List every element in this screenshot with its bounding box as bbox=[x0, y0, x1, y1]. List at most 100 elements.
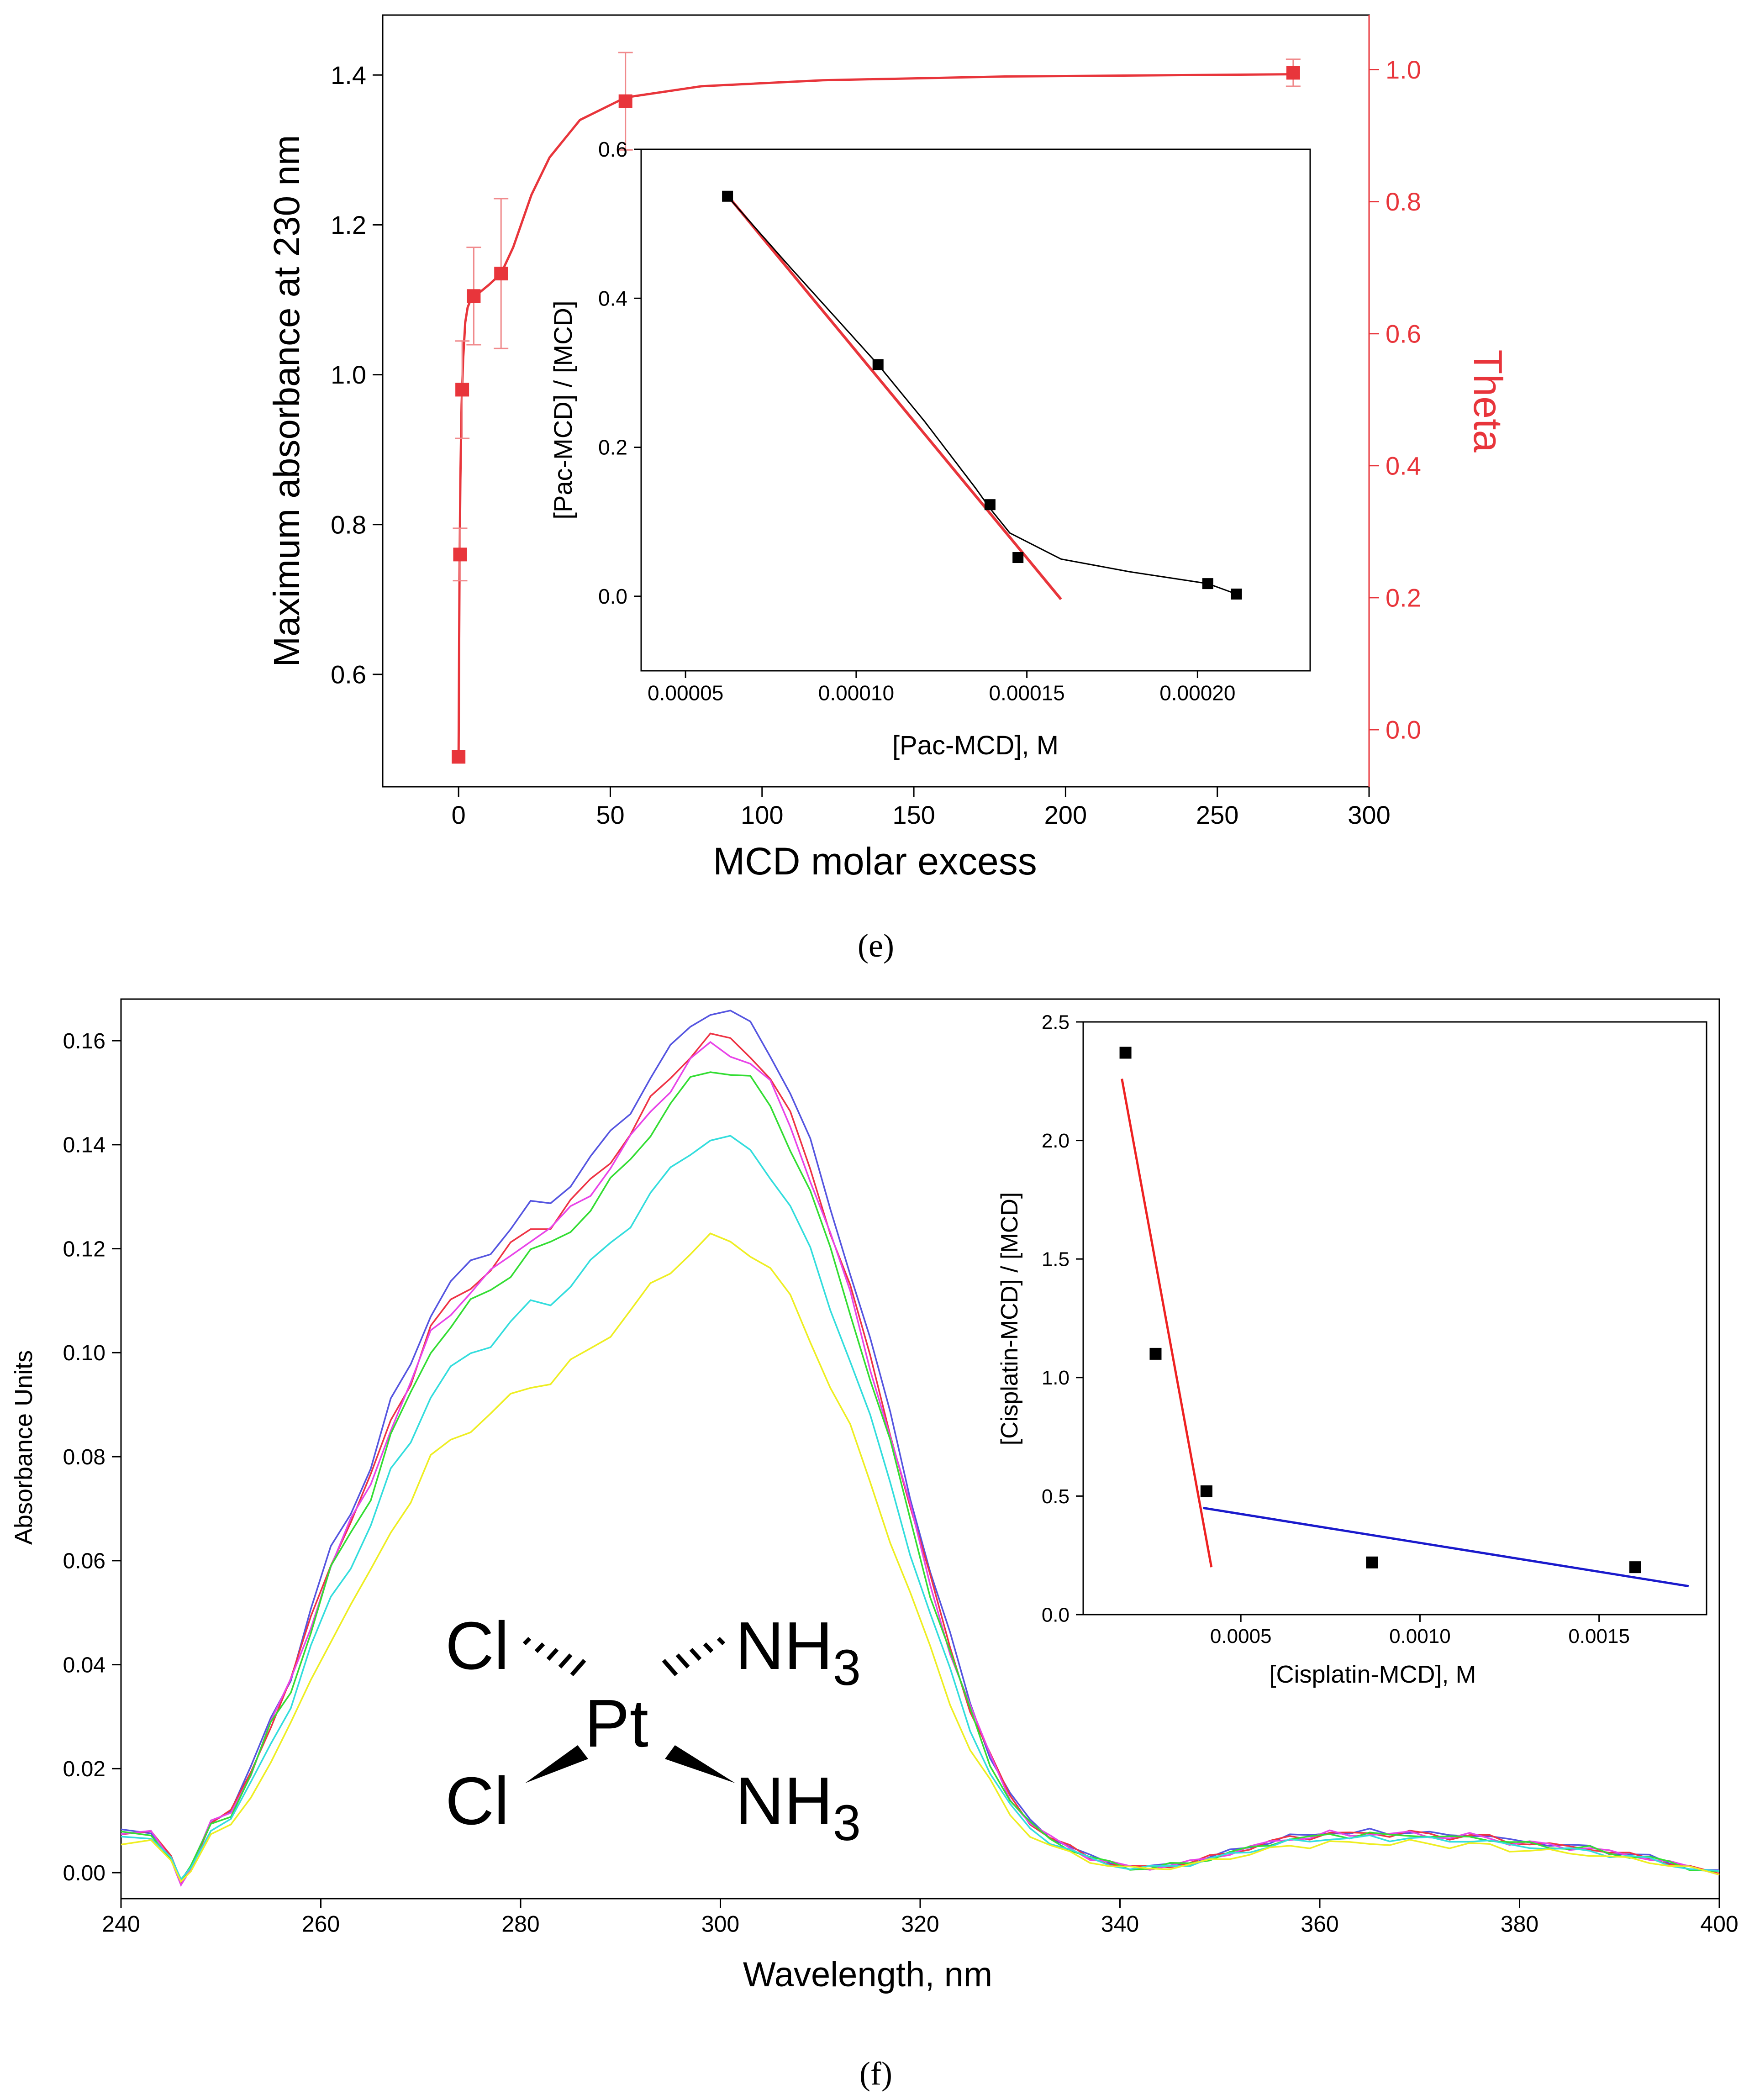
f-ytick-label: 0.04 bbox=[63, 1653, 105, 1677]
e-data-point bbox=[455, 383, 469, 397]
e-ytick-label: 1.2 bbox=[331, 211, 366, 239]
e-right-ytick-label: 0.8 bbox=[1386, 187, 1421, 216]
fi-data-point bbox=[1119, 1047, 1132, 1059]
panel-f-inset-ylabel: [Cisplatin-MCD] / [MCD] bbox=[996, 1192, 1023, 1446]
hashed-bond-right bbox=[662, 1637, 726, 1676]
panel-f-inset-xlabel: [Cisplatin-MCD], M bbox=[1269, 1661, 1476, 1688]
fi-xtick-label: 0.0005 bbox=[1210, 1625, 1272, 1647]
atom-cl-top: Cl bbox=[445, 1608, 509, 1684]
f-ytick-label: 0.06 bbox=[63, 1549, 105, 1574]
atom-cl-bottom: Cl bbox=[445, 1763, 509, 1839]
panel-e-chart: 0 50 100 150 200 250 3000.60.81.01.21.40.00.20… bbox=[266, 14, 1511, 964]
e-ytick-label: 0.6 bbox=[331, 660, 366, 689]
e-xtick-label: 150 bbox=[892, 800, 935, 829]
fi-blue-fit-line bbox=[1203, 1506, 1689, 1588]
panel-e-label: (e) bbox=[858, 927, 894, 964]
atom-nh3-bottom-sub: 3 bbox=[833, 1795, 861, 1851]
ei-smooth-curve bbox=[727, 195, 1237, 595]
fi-ytick-label: 0.0 bbox=[1042, 1604, 1070, 1626]
fi-ytick-label: 0.5 bbox=[1042, 1485, 1070, 1508]
f-spectrum-line-s3 bbox=[121, 1041, 1720, 1887]
panel-e-inset-ticks: 0.00005 0.00010 0.00015 0.00020 0.0 0.2 0.4 0.6 bbox=[598, 137, 1235, 705]
f-spectrum-line-s5 bbox=[121, 1135, 1720, 1881]
ei-xtick-label: 0.00005 bbox=[648, 681, 723, 705]
panel-e-ylabel: Maximum absorbance at 230 nm bbox=[266, 135, 307, 667]
f-spectrum-line-s6 bbox=[121, 1232, 1720, 1883]
e-xtick-label: 100 bbox=[741, 800, 783, 829]
f-xtick-label: 300 bbox=[701, 1911, 739, 1937]
f-spectrum-line-s4 bbox=[121, 1071, 1720, 1884]
ei-data-point bbox=[1012, 552, 1024, 563]
e-data-point bbox=[453, 547, 467, 562]
f-ytick-label: 0.16 bbox=[63, 1029, 105, 1053]
f-ytick-label: 0.14 bbox=[63, 1133, 105, 1158]
panel-e-y2label: Theta bbox=[1465, 349, 1511, 452]
atom-nh3-top: NH3 bbox=[735, 1608, 861, 1696]
panel-f-inset-lines bbox=[1121, 1079, 1689, 1588]
e-xtick-label: 50 bbox=[596, 800, 624, 829]
panel-e-xlabel: MCD molar excess bbox=[713, 840, 1037, 883]
fi-ytick-label: 1.0 bbox=[1042, 1367, 1070, 1389]
panel-e-ticks: 0 50 100 150 200 250 3000.60.81.01.21.40.00.20… bbox=[331, 15, 1421, 829]
e-data-point bbox=[467, 289, 481, 303]
f-ytick-label: 0.00 bbox=[63, 1861, 105, 1885]
ei-ytick-label: 0.4 bbox=[598, 286, 627, 310]
panel-f-spectra bbox=[121, 1010, 1720, 1887]
f-spectrum-line-s1 bbox=[121, 1010, 1720, 1883]
f-xtick-label: 320 bbox=[901, 1911, 939, 1937]
atom-nh3-top-main: NH bbox=[735, 1608, 833, 1684]
f-xtick-label: 400 bbox=[1700, 1911, 1738, 1937]
e-data-point bbox=[1286, 66, 1300, 80]
panel-e-inset-chart: 0.00005 0.00010 0.00015 0.00020 0.0 0.2 0.4 0.6… bbox=[548, 137, 1311, 760]
e-right-ytick-label: 0.0 bbox=[1386, 716, 1421, 744]
ei-data-point bbox=[1202, 578, 1213, 589]
fi-xtick-label: 0.0010 bbox=[1389, 1625, 1451, 1647]
e-xtick-label: 300 bbox=[1348, 800, 1390, 829]
fi-data-point bbox=[1629, 1561, 1641, 1574]
atom-nh3-top-sub: 3 bbox=[833, 1640, 861, 1696]
panel-e-inset-frame bbox=[640, 148, 1311, 672]
fi-data-point bbox=[1200, 1485, 1212, 1498]
ei-data-point bbox=[1231, 588, 1242, 600]
f-xtick-label: 340 bbox=[1101, 1911, 1139, 1937]
f-ytick-label: 0.10 bbox=[63, 1341, 105, 1365]
panel-e-inset-xlabel: [Pac-MCD], M bbox=[892, 731, 1059, 760]
fi-red-fit-line bbox=[1121, 1079, 1213, 1568]
f-ytick-label: 0.08 bbox=[63, 1445, 105, 1469]
ei-ytick-label: 0.6 bbox=[598, 137, 627, 161]
panel-e-fit-curve bbox=[457, 73, 1293, 757]
e-right-ytick-label: 0.6 bbox=[1386, 319, 1421, 348]
ei-data-point bbox=[872, 359, 884, 370]
panel-e-inset-ylabel: [Pac-MCD] / [MCD] bbox=[548, 300, 577, 519]
e-data-point bbox=[494, 267, 508, 281]
e-right-ytick-label: 0.2 bbox=[1386, 583, 1421, 612]
panel-f-inset-ticks: 0.0005 0.0010 0.0015 0.0 0.5 1.0 1.5 2.0 2.5 bbox=[1042, 1011, 1630, 1647]
fi-ytick-label: 2.0 bbox=[1042, 1130, 1070, 1152]
e-xtick-label: 0 bbox=[452, 800, 466, 829]
ei-xtick-label: 0.00010 bbox=[818, 681, 894, 705]
f-ytick-label: 0.12 bbox=[63, 1237, 105, 1261]
panel-e-inset-curves bbox=[727, 195, 1237, 600]
wedge-bond-right bbox=[665, 1745, 735, 1783]
e-right-ytick-label: 1.0 bbox=[1386, 55, 1421, 84]
atom-pt: Pt bbox=[585, 1686, 648, 1761]
fi-data-point bbox=[1366, 1556, 1378, 1568]
f-xtick-label: 280 bbox=[501, 1911, 539, 1937]
fi-ytick-label: 1.5 bbox=[1042, 1248, 1070, 1271]
panel-f-inset-chart: 0.0005 0.0010 0.0015 0.0 0.5 1.0 1.5 2.0 2.5 [Ci… bbox=[996, 1011, 1707, 1688]
f-xtick-label: 240 bbox=[102, 1911, 140, 1937]
ei-data-point bbox=[722, 190, 733, 202]
panel-f-inset-points bbox=[1119, 1047, 1641, 1574]
panel-f-plot-frame bbox=[120, 998, 1720, 1900]
panel-f-xlabel: Wavelength, nm bbox=[743, 1955, 992, 1994]
atom-nh3-bottom-main: NH bbox=[735, 1763, 833, 1839]
hashed-bond-left bbox=[522, 1637, 586, 1676]
fi-xtick-label: 0.0015 bbox=[1568, 1625, 1630, 1647]
wedge-bond-left bbox=[525, 1745, 588, 1783]
f-spectrum-line-s2 bbox=[121, 1032, 1720, 1885]
ei-xtick-label: 0.00020 bbox=[1159, 681, 1235, 705]
panel-e-data-points bbox=[452, 52, 1301, 764]
panel-f-inset-frame bbox=[1082, 1021, 1707, 1616]
f-xtick-label: 260 bbox=[302, 1911, 340, 1937]
